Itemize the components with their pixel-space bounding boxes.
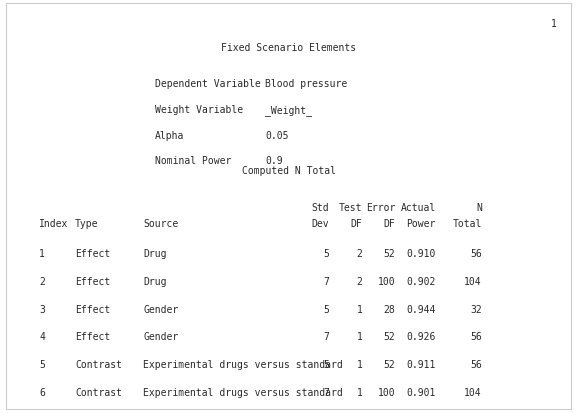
Text: 1: 1 bbox=[357, 387, 362, 397]
Text: Total: Total bbox=[452, 218, 482, 228]
Text: 52: 52 bbox=[384, 359, 395, 369]
Text: 5: 5 bbox=[323, 359, 329, 369]
Text: 0.926: 0.926 bbox=[406, 332, 436, 342]
Text: 3: 3 bbox=[39, 304, 45, 314]
Text: 32: 32 bbox=[470, 304, 482, 314]
Text: 7: 7 bbox=[323, 387, 329, 397]
Text: 7: 7 bbox=[323, 276, 329, 286]
Text: 28: 28 bbox=[384, 304, 395, 314]
Text: 52: 52 bbox=[384, 249, 395, 259]
Text: 2: 2 bbox=[357, 276, 362, 286]
Text: 104: 104 bbox=[464, 276, 482, 286]
Text: Fixed Scenario Elements: Fixed Scenario Elements bbox=[221, 43, 356, 53]
Text: N: N bbox=[476, 202, 482, 212]
Text: Error: Error bbox=[366, 202, 395, 212]
Text: Index: Index bbox=[39, 218, 69, 228]
Text: 100: 100 bbox=[377, 276, 395, 286]
Text: Effect: Effect bbox=[75, 304, 110, 314]
Text: Gender: Gender bbox=[143, 332, 178, 342]
Text: Blood pressure: Blood pressure bbox=[265, 79, 348, 89]
Text: Power: Power bbox=[406, 218, 436, 228]
Text: 4: 4 bbox=[39, 332, 45, 342]
Text: Effect: Effect bbox=[75, 332, 110, 342]
Text: Type: Type bbox=[75, 218, 99, 228]
Text: DF: DF bbox=[351, 218, 362, 228]
Text: Computed N Total: Computed N Total bbox=[242, 165, 335, 175]
Text: 5: 5 bbox=[39, 359, 45, 369]
Text: 0.05: 0.05 bbox=[265, 131, 289, 140]
Text: _Weight_: _Weight_ bbox=[265, 105, 312, 116]
Text: 0.901: 0.901 bbox=[406, 387, 436, 397]
Text: 1: 1 bbox=[357, 332, 362, 342]
Text: 5: 5 bbox=[323, 304, 329, 314]
Text: Dev: Dev bbox=[311, 218, 329, 228]
Text: Experimental drugs versus standard: Experimental drugs versus standard bbox=[143, 359, 343, 369]
Text: 0.9: 0.9 bbox=[265, 156, 283, 166]
Text: Gender: Gender bbox=[143, 304, 178, 314]
Text: Nominal Power: Nominal Power bbox=[155, 156, 231, 166]
Text: Contrast: Contrast bbox=[75, 387, 122, 397]
Text: 2: 2 bbox=[357, 249, 362, 259]
Text: Alpha: Alpha bbox=[155, 131, 184, 140]
Text: 56: 56 bbox=[470, 359, 482, 369]
Text: 1: 1 bbox=[357, 304, 362, 314]
Text: 0.944: 0.944 bbox=[406, 304, 436, 314]
Text: 0.911: 0.911 bbox=[406, 359, 436, 369]
Text: 56: 56 bbox=[470, 249, 482, 259]
Text: Actual: Actual bbox=[400, 202, 436, 212]
Text: Source: Source bbox=[143, 218, 178, 228]
Text: Effect: Effect bbox=[75, 276, 110, 286]
Text: Dependent Variable: Dependent Variable bbox=[155, 79, 260, 89]
Text: Std: Std bbox=[311, 202, 329, 212]
Text: Drug: Drug bbox=[143, 249, 167, 259]
Text: 5: 5 bbox=[323, 249, 329, 259]
Text: Weight Variable: Weight Variable bbox=[155, 105, 243, 115]
Text: Effect: Effect bbox=[75, 249, 110, 259]
Text: Drug: Drug bbox=[143, 276, 167, 286]
Text: 2: 2 bbox=[39, 276, 45, 286]
Text: 0.910: 0.910 bbox=[406, 249, 436, 259]
Text: Experimental drugs versus standard: Experimental drugs versus standard bbox=[143, 387, 343, 397]
Text: 7: 7 bbox=[323, 332, 329, 342]
Text: Test: Test bbox=[339, 202, 362, 212]
Text: 56: 56 bbox=[470, 332, 482, 342]
Text: 1: 1 bbox=[551, 19, 557, 28]
Text: 1: 1 bbox=[357, 359, 362, 369]
Text: DF: DF bbox=[384, 218, 395, 228]
Text: Contrast: Contrast bbox=[75, 359, 122, 369]
Text: 100: 100 bbox=[377, 387, 395, 397]
Text: 104: 104 bbox=[464, 387, 482, 397]
Text: 6: 6 bbox=[39, 387, 45, 397]
Text: 52: 52 bbox=[384, 332, 395, 342]
Text: 0.902: 0.902 bbox=[406, 276, 436, 286]
Text: 1: 1 bbox=[39, 249, 45, 259]
